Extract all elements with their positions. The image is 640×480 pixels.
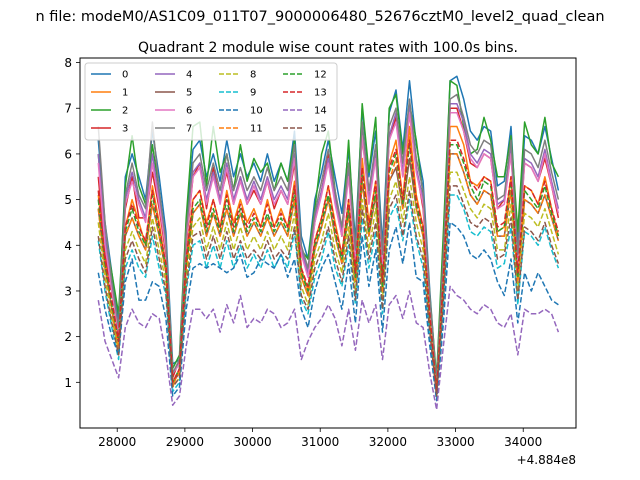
x-tick-label: 34000 bbox=[504, 435, 542, 449]
legend-label-8: 8 bbox=[250, 70, 256, 81]
y-axis: 1 2 3 4 5 6 7 8 bbox=[64, 56, 80, 390]
legend-label-7: 7 bbox=[186, 124, 192, 135]
legend-label-13: 13 bbox=[314, 88, 327, 99]
figure-suptitle: n file: modeM0/AS1C09_011T07_9000006480_… bbox=[35, 9, 604, 25]
x-tick-label: 31000 bbox=[301, 435, 339, 449]
legend-label-12: 12 bbox=[314, 70, 327, 81]
legend-label-14: 14 bbox=[314, 106, 327, 117]
series-line-13 bbox=[97, 139, 560, 393]
y-tick-label: 3 bbox=[64, 284, 72, 298]
legend-label-15: 15 bbox=[314, 124, 327, 135]
y-tick-label: 7 bbox=[64, 102, 72, 116]
y-tick-label: 2 bbox=[64, 330, 72, 344]
legend-label-2: 2 bbox=[122, 106, 128, 117]
x-tick-label: 29000 bbox=[166, 435, 204, 449]
chart-title: Quadrant 2 module wise count rates with … bbox=[138, 40, 518, 56]
series-line-10 bbox=[97, 221, 559, 402]
plot-frame bbox=[79, 57, 577, 429]
x-tick-label: 30000 bbox=[233, 435, 271, 449]
series-line-7 bbox=[97, 93, 560, 384]
legend-label-11: 11 bbox=[250, 124, 263, 135]
y-tick-label: 4 bbox=[64, 239, 72, 253]
y-tick-label: 8 bbox=[64, 56, 72, 70]
y-tick-label: 6 bbox=[64, 147, 72, 161]
x-tick-label: 32000 bbox=[369, 435, 407, 449]
series-line-12 bbox=[97, 144, 560, 393]
y-tick-label: 1 bbox=[64, 376, 72, 390]
series-line-14 bbox=[97, 285, 560, 411]
legend-label-10: 10 bbox=[250, 106, 263, 117]
legend-label-3: 3 bbox=[122, 124, 128, 135]
x-tick-label: 28000 bbox=[98, 435, 136, 449]
legend-label-9: 9 bbox=[250, 88, 256, 99]
x-tick-label: 33000 bbox=[436, 435, 474, 449]
legend-label-5: 5 bbox=[186, 88, 192, 99]
legend-box bbox=[84, 62, 338, 141]
legend-label-1: 1 bbox=[122, 88, 128, 99]
x-axis: 28000 29000 30000 31000 32000 33000 34000 bbox=[98, 428, 542, 449]
x-offset-label: +4.884e8 bbox=[517, 453, 576, 467]
legend-label-4: 4 bbox=[186, 70, 192, 81]
series-line-15 bbox=[97, 185, 560, 397]
legend-label-0: 0 bbox=[122, 70, 128, 81]
legend-label-6: 6 bbox=[186, 106, 192, 117]
y-tick-label: 5 bbox=[64, 193, 72, 207]
